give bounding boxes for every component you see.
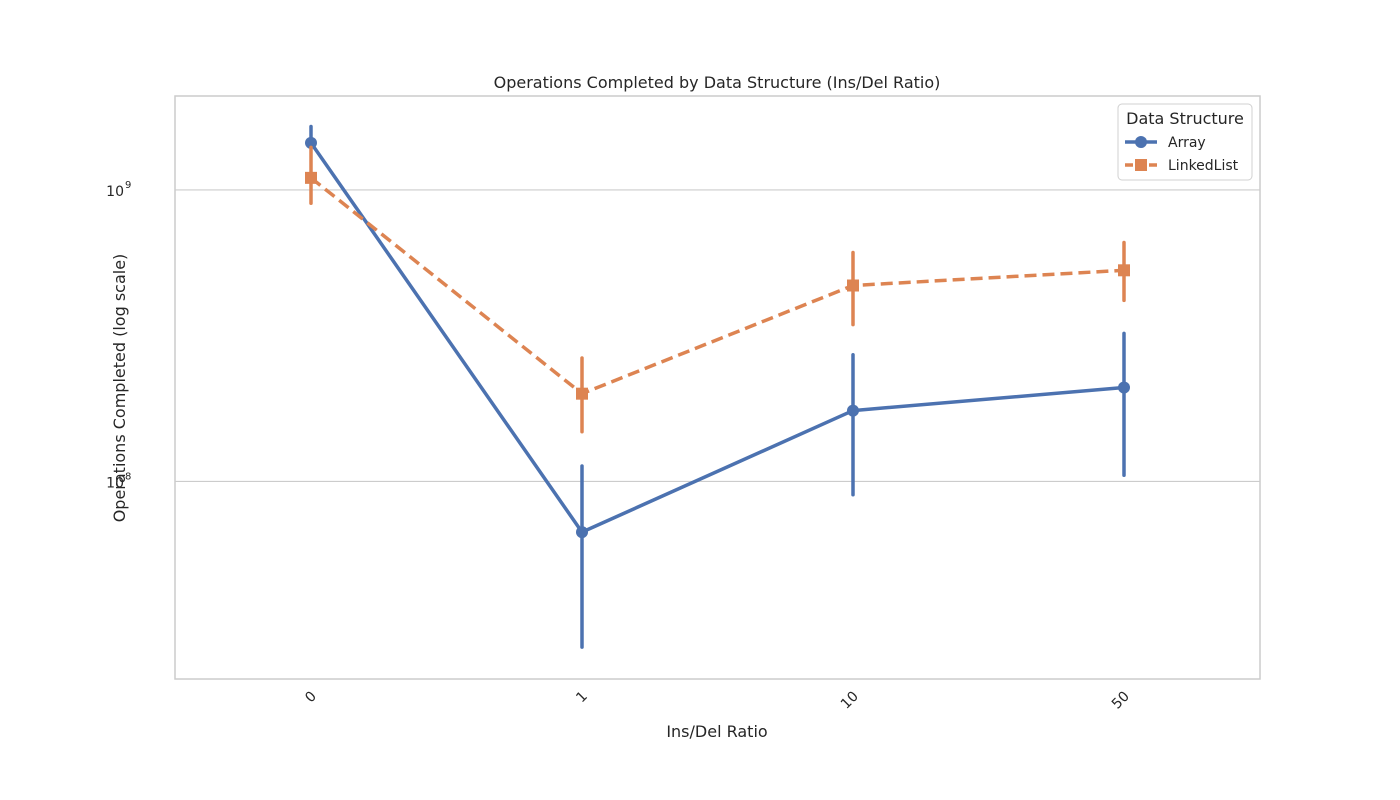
series-line — [309, 141, 1125, 534]
data-point — [305, 136, 317, 149]
legend-item-linkedlist: LinkedList — [1125, 158, 1239, 174]
data-point — [576, 387, 588, 400]
y-axis-label: Operations Completed (log scale) — [110, 254, 129, 523]
data-point — [576, 526, 588, 539]
legend-item-array: Array — [1125, 135, 1206, 151]
series-layer — [305, 124, 1130, 649]
series-line — [309, 176, 1125, 396]
data-point — [1118, 381, 1130, 394]
x-tick-labels: 0 1 10 50 — [302, 689, 1133, 713]
legend-title: Data Structure — [1126, 109, 1244, 128]
legend-items: Array LinkedList — [1125, 135, 1239, 174]
data-point — [847, 279, 859, 292]
data-point — [305, 171, 317, 184]
legend-box — [1117, 103, 1253, 181]
series-linkedlist — [305, 145, 1130, 434]
y-tick-label: 10 — [106, 475, 124, 491]
legend-label: Array — [1168, 135, 1206, 151]
y-tick-exponent: 9 — [125, 180, 131, 191]
legend-label: LinkedList — [1168, 158, 1239, 174]
legend: Data Structure Array LinkedList — [1117, 103, 1253, 181]
legend-marker — [1135, 136, 1147, 148]
grid-lines — [175, 189, 1260, 483]
data-point — [847, 404, 859, 417]
legend-marker — [1135, 159, 1147, 171]
data-point — [1118, 264, 1130, 277]
chart-title: Operations Completed by Data Structure (… — [494, 73, 941, 92]
series-array — [305, 124, 1130, 649]
y-tick-label: 10 — [106, 184, 124, 200]
x-axis-label: Ins/Del Ratio — [666, 722, 767, 741]
plot-frame — [174, 95, 1261, 680]
y-tick-exponent: 8 — [125, 471, 131, 482]
